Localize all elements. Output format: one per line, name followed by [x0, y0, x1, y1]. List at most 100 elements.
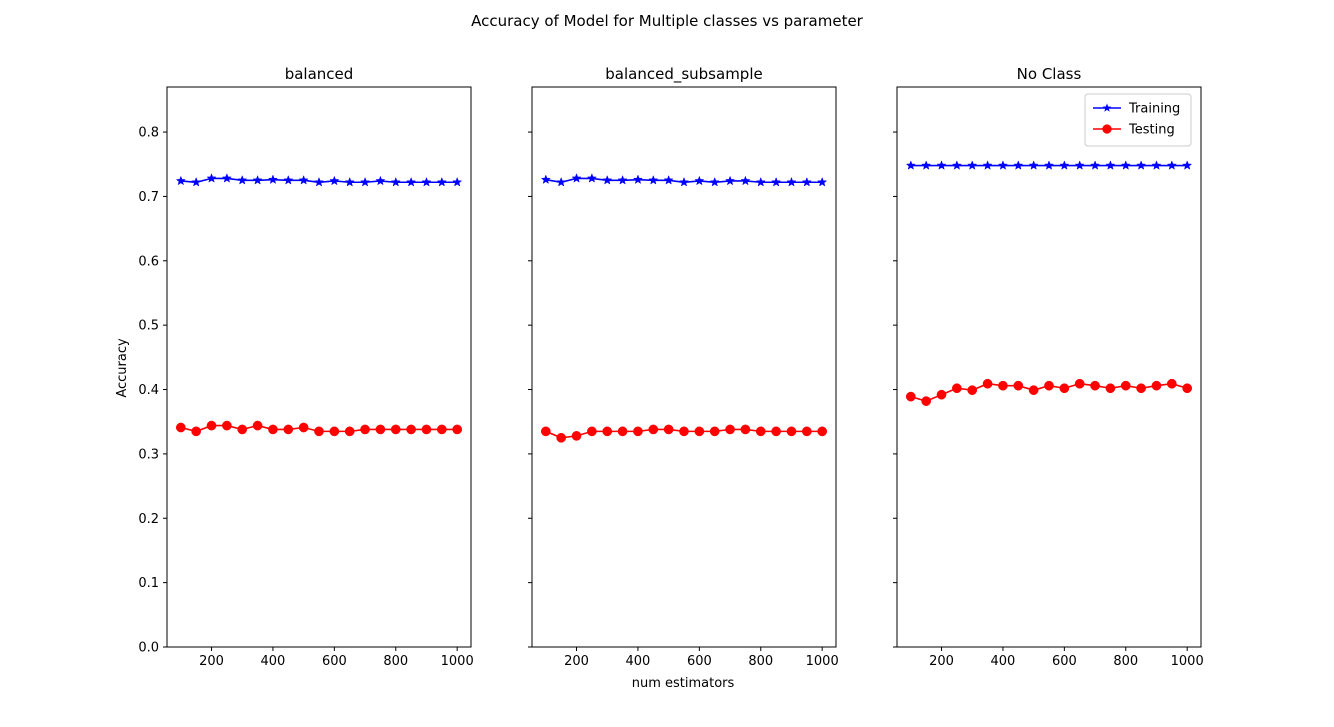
axes-frame [531, 86, 837, 648]
y-tick-label: 0.8 [138, 126, 159, 141]
data-point-star [298, 175, 309, 185]
data-point-star [1120, 160, 1131, 170]
y-tick-label: 0.4 [138, 383, 159, 398]
data-point-circle [344, 426, 355, 437]
data-point-circle [967, 385, 978, 396]
data-point-star [921, 160, 932, 170]
x-tick-label: 600 [687, 654, 712, 669]
data-point-star [1028, 160, 1039, 170]
data-point-circle [268, 424, 278, 435]
legend-star-marker [1102, 103, 1112, 112]
data-point-star [571, 173, 582, 183]
data-point-star [252, 175, 263, 185]
data-point-star [540, 174, 551, 184]
data-point-star [1136, 160, 1147, 170]
data-point-circle [755, 426, 766, 437]
data-point-circle [1151, 380, 1162, 391]
data-point-star [997, 160, 1008, 170]
data-point-circle [602, 426, 613, 437]
data-point-star [191, 176, 202, 187]
data-point-star [982, 160, 993, 170]
data-point-star [1105, 160, 1116, 170]
data-point-star [1043, 160, 1055, 170]
axes-frame [166, 86, 472, 648]
data-point-circle [1120, 380, 1131, 391]
x-tick-label: 200 [199, 654, 224, 669]
data-point-circle [663, 424, 674, 435]
data-point-circle [694, 426, 705, 437]
x-tick-label: 1000 [806, 654, 839, 669]
legend-circle-marker [1102, 124, 1112, 134]
data-point-circle [452, 424, 463, 435]
data-point-circle [329, 426, 340, 437]
x-tick-label: 400 [626, 654, 651, 669]
data-point-circle [571, 431, 582, 441]
data-point-star [725, 175, 736, 186]
subplot-3: No Class 200 400 600 800 1000 Training Testing [893, 65, 1204, 669]
data-point-star [421, 176, 432, 187]
x-tick-label: 1000 [441, 654, 474, 669]
data-point-star [1013, 160, 1024, 170]
data-point-circle [237, 424, 248, 435]
data-point-circle [406, 424, 416, 435]
data-point-circle [314, 426, 324, 437]
data-point-circle [222, 420, 232, 431]
data-point-star [406, 176, 417, 187]
data-point-star [694, 175, 705, 186]
data-point-circle [982, 378, 993, 389]
data-point-circle [175, 422, 186, 433]
data-point-circle [633, 426, 643, 437]
data-point-star [1074, 160, 1085, 170]
data-point-star [1182, 160, 1193, 170]
data-point-circle [1105, 383, 1116, 394]
y-axis-label: Accuracy [115, 338, 130, 398]
series-testing [540, 424, 828, 443]
data-point-star [951, 160, 962, 170]
data-point-circle [540, 426, 551, 437]
data-point-circle [817, 426, 828, 437]
data-point-circle [298, 422, 309, 433]
data-point-circle [801, 426, 812, 437]
data-point-circle [1182, 383, 1193, 394]
legend-box [1084, 93, 1192, 147]
data-point-star [329, 175, 340, 186]
data-point-star [786, 176, 797, 187]
x-tick-label: 400 [261, 654, 286, 669]
data-point-circle [1166, 378, 1177, 389]
data-point-star [556, 176, 567, 187]
series-training [540, 173, 828, 187]
data-point-circle [936, 389, 947, 400]
data-point-circle [283, 424, 294, 435]
data-point-circle [952, 383, 962, 394]
data-point-circle [679, 426, 689, 437]
series-training [905, 160, 1193, 170]
y-tick-label: 0.1 [138, 576, 159, 591]
x-tick-label: 800 [748, 654, 773, 669]
data-point-star [360, 176, 371, 187]
data-point-star [175, 175, 186, 186]
x-tick-label: 800 [1113, 654, 1138, 669]
subplot-2: balanced_subsample 200 400 600 800 1000 [528, 65, 839, 669]
data-point-star [1166, 160, 1177, 170]
data-point-star [1059, 160, 1070, 170]
series-training [175, 173, 463, 187]
data-point-star [817, 176, 828, 187]
data-point-star [771, 176, 782, 187]
y-tick-label: 0.6 [138, 254, 159, 269]
data-point-star [967, 160, 978, 170]
data-point-circle [905, 391, 916, 402]
x-tick-label: 600 [322, 654, 347, 669]
data-point-circle [998, 380, 1008, 391]
data-point-circle [587, 426, 597, 437]
legend-label: Training [1128, 102, 1180, 117]
data-point-circle [921, 396, 932, 406]
axes-frame [896, 86, 1202, 648]
data-point-star [206, 173, 217, 183]
data-point-circle [360, 424, 370, 435]
data-point-star [905, 160, 916, 170]
figure-title: Accuracy of Model for Multiple classes v… [471, 12, 863, 30]
y-tick-label: 0.7 [138, 190, 159, 205]
data-point-star [1151, 160, 1162, 170]
data-point-star [648, 175, 659, 185]
data-point-star [632, 174, 643, 184]
